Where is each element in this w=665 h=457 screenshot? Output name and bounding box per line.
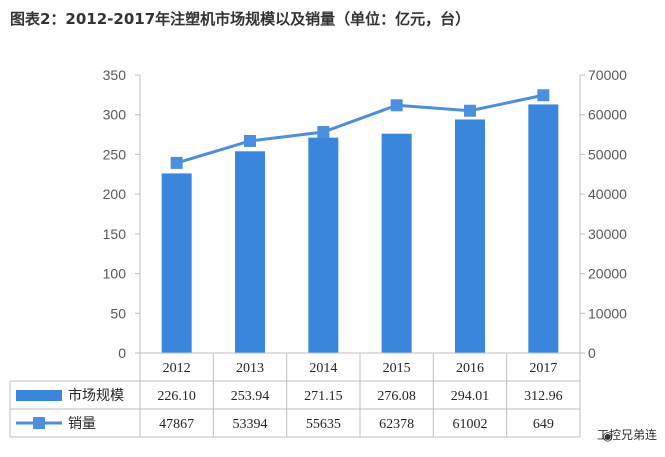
legend-line-marker <box>33 417 45 429</box>
data-label-sales: 55635 <box>306 417 341 432</box>
sales-marker <box>390 99 403 112</box>
data-label-sales: 53394 <box>233 417 268 432</box>
bar <box>381 133 412 353</box>
y-left-tick-label: 100 <box>103 266 127 282</box>
bar <box>455 119 485 354</box>
x-tick-label: 2016 <box>456 361 484 376</box>
legend-label-sales: 销量 <box>68 416 96 432</box>
sales-marker <box>464 104 476 117</box>
y-left-tick-label: 250 <box>103 146 127 162</box>
data-label-market-size: 294.01 <box>451 389 490 404</box>
sales-line <box>176 93 544 165</box>
y-right-tick-label: 10000 <box>588 305 627 321</box>
y-right-tick-label: 70000 <box>588 67 627 83</box>
x-tick-label: 2014 <box>309 361 337 376</box>
bar <box>528 104 559 353</box>
y-left-tick-label: 350 <box>103 67 127 83</box>
x-tick-label: 2012 <box>163 361 191 376</box>
wechat-icon: ◉ <box>602 429 613 443</box>
legend-label-market-size: 市场规模 <box>68 387 124 404</box>
y-left-tick-label: 150 <box>103 226 127 242</box>
bar <box>161 173 192 353</box>
data-label-market-size: 271.15 <box>304 389 343 404</box>
y-left-tick-label: 0 <box>118 345 126 361</box>
x-tick-label: 2013 <box>236 361 264 376</box>
y-left-tick-label: 50 <box>110 305 126 321</box>
data-label-sales: 61002 <box>453 417 488 432</box>
bar <box>235 151 265 353</box>
x-tick-label: 2017 <box>529 361 557 376</box>
sales-marker <box>244 134 256 147</box>
y-left-tick-label: 300 <box>103 107 127 123</box>
data-label-market-size: 253.94 <box>231 389 270 404</box>
data-label-sales: 649 <box>533 417 554 432</box>
chart-title: 图表2：2012-2017年注塑机市场规模以及销量（单位：亿元，台） <box>10 10 471 28</box>
sales-marker <box>317 126 330 139</box>
data-label-sales: 47867 <box>159 417 194 432</box>
y-left-tick-label: 200 <box>103 186 127 202</box>
y-right-tick-label: 50000 <box>588 146 627 162</box>
data-label-market-size: 276.08 <box>377 389 416 404</box>
sales-marker <box>170 156 183 169</box>
data-label-market-size: 312.96 <box>524 389 563 404</box>
sales-marker <box>537 89 550 102</box>
y-right-tick-label: 20000 <box>588 266 627 282</box>
data-label-sales: 62378 <box>379 417 414 432</box>
x-tick-label: 2015 <box>383 361 411 376</box>
legend-bar-swatch <box>16 390 62 401</box>
watermark-text: 工控兄弟连 <box>596 428 657 442</box>
y-right-tick-label: 30000 <box>588 226 627 242</box>
y-right-tick-label: 40000 <box>588 186 627 202</box>
y-right-tick-label: 60000 <box>588 107 627 123</box>
bar <box>308 137 339 353</box>
data-label-market-size: 226.10 <box>157 389 196 404</box>
y-right-tick-label: 0 <box>588 345 596 361</box>
